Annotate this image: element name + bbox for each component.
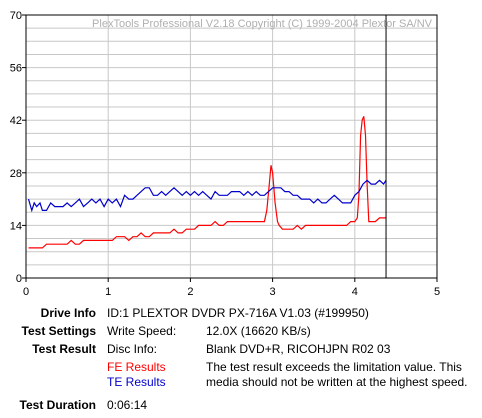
y-tick-label: 70 xyxy=(10,10,22,22)
drive-info-row: Drive Info ID:1 PLEXTOR DVDR PX-716A V1.… xyxy=(0,306,482,322)
test-duration-row: Test Duration 0:06:14 xyxy=(0,398,482,414)
chart-grid xyxy=(26,15,437,278)
series-line-te xyxy=(27,179,387,213)
chart-ticks: 0 1 2 3 4 5 0 14 28 42 56 70 xyxy=(10,10,440,298)
x-tick-label: 1 xyxy=(105,286,111,298)
chart-series xyxy=(27,116,387,249)
test-result-label: Test Result xyxy=(32,342,96,356)
write-speed-label: Write Speed: xyxy=(107,324,177,338)
plot-frame xyxy=(25,14,438,279)
x-tick-label: 2 xyxy=(187,286,193,298)
test-result-row: Test Result Disc Info: Blank DVD+R, RICO… xyxy=(0,342,482,358)
x-tick-label: 4 xyxy=(352,286,358,298)
y-tick-label: 14 xyxy=(10,220,22,232)
x-tick-label: 5 xyxy=(434,286,440,298)
drive-info-label: Drive Info xyxy=(40,306,96,320)
result-message: The test result exceeds the limitation v… xyxy=(206,360,468,389)
disc-info-value: Blank DVD+R, RICOHJPN R02 03 xyxy=(206,342,391,356)
test-duration-value: 0:06:14 xyxy=(107,398,148,412)
x-tick-label: 0 xyxy=(23,286,29,298)
y-tick-label: 28 xyxy=(10,168,22,180)
drive-info-value: ID:1 PLEXTOR DVDR PX-716A V1.03 (#199950… xyxy=(107,306,369,320)
x-tick-label: 3 xyxy=(270,286,276,298)
disc-info-label: Disc Info: xyxy=(107,342,158,356)
test-duration-label: Test Duration xyxy=(19,398,96,412)
legend-row: FE Results TE Results The test result ex… xyxy=(0,360,482,392)
test-settings-label: Test Settings xyxy=(21,324,96,338)
write-speed-value: 12.0X (16620 KB/s) xyxy=(206,324,311,338)
test-chart: PlexTools Professional V2.18 Copyright (… xyxy=(10,10,440,298)
y-tick-label: 42 xyxy=(10,115,22,127)
test-settings-row: Test Settings Write Speed: 12.0X (16620 … xyxy=(0,324,482,340)
y-tick-label: 0 xyxy=(16,273,22,285)
series-line-fe xyxy=(28,116,386,249)
y-tick-label: 56 xyxy=(10,63,22,75)
fe-results-legend: FE Results xyxy=(107,360,166,374)
chart-watermark: PlexTools Professional V2.18 Copyright (… xyxy=(92,18,433,30)
te-results-legend: TE Results xyxy=(107,375,166,389)
